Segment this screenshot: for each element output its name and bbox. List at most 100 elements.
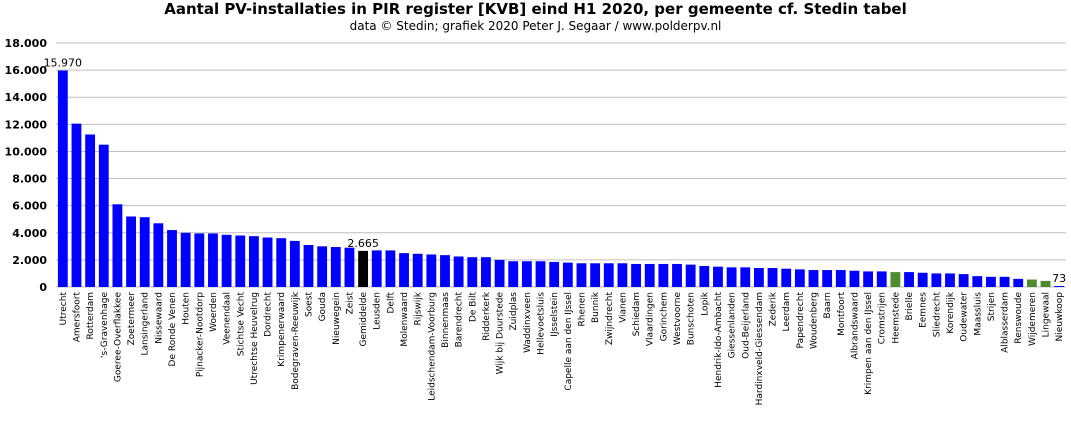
data-labels: 15.970 2.665 73 (44, 57, 1067, 285)
bar (330, 247, 341, 287)
bar (385, 250, 396, 287)
bar (876, 271, 887, 287)
y-tick-label: 12.000 (5, 118, 48, 131)
x-tick-label: Zuidplas (509, 292, 519, 331)
x-tick-label: Gouda (318, 292, 328, 321)
x-tick-label: Binnenmaas (441, 292, 451, 348)
x-tick-label: Dordrecht (264, 292, 274, 337)
bar (71, 123, 82, 288)
x-tick-label: Korendijk (946, 291, 956, 333)
bar (371, 250, 382, 287)
bar (972, 276, 983, 287)
y-tick-label: 10.000 (5, 145, 48, 158)
x-tick-label: Hellevoetsluis (537, 292, 547, 355)
bar (139, 217, 150, 287)
bar (699, 265, 710, 287)
bar (1026, 279, 1037, 287)
x-tick-label: Eemnes (919, 292, 929, 328)
bar (412, 253, 423, 287)
x-tick-label: Krimpenerwaard (277, 292, 287, 367)
bar (289, 240, 300, 287)
bar (535, 261, 546, 287)
bar (221, 234, 232, 287)
x-tick-label: Vlaardingen (646, 292, 656, 346)
data-label: 2.665 (347, 237, 379, 250)
x-tick-label: Alblasserdam (1001, 292, 1011, 353)
bar (262, 237, 273, 287)
y-tick-label: 2.000 (12, 254, 47, 267)
bar (453, 256, 464, 287)
bar (958, 274, 969, 287)
bar (794, 269, 805, 287)
bar (658, 263, 669, 287)
bar (112, 204, 123, 287)
x-tick-label: Zeist (345, 292, 355, 315)
x-tick-label: Westvoorne (673, 292, 683, 346)
x-tick-label: Wijdemeren (1028, 292, 1038, 346)
bar (208, 233, 218, 287)
bar (440, 255, 450, 287)
bar (344, 247, 355, 287)
x-tick-label: Leidschendam-Voorburg (427, 292, 437, 401)
bar (685, 264, 696, 287)
y-axis-ticks: 0 2.000 4.000 6.000 8.000 10.000 12.000 14.000 1… (5, 37, 48, 294)
x-tick-label: Oud-Beijerland (741, 292, 751, 359)
x-tick-label: Leusden (373, 292, 383, 330)
y-tick-label: 16.000 (5, 64, 48, 77)
bar (890, 272, 901, 287)
x-tick-label: Delft (386, 292, 396, 314)
x-axis-ticks: Utrecht Amersfoort Rotterdam's-Gravenhage G… (59, 291, 1065, 405)
x-tick-label: Rhenen (577, 292, 587, 326)
x-tick-label: Pijnacker-Nootdorp (195, 292, 205, 377)
chart-title: Aantal PV-installaties in PIR register [… (164, 0, 907, 18)
x-tick-label: Lansingerland (141, 292, 151, 356)
x-tick-label: Maassluis (973, 292, 983, 336)
y-tick-label: 6.000 (12, 200, 47, 213)
x-tick-label: Ridderkerk (482, 291, 492, 341)
x-tick-label: Sliedrecht (932, 292, 942, 338)
x-tick-label: Molenwaard (400, 292, 410, 347)
x-tick-label: Heemstede (891, 292, 901, 344)
x-tick-label: Lopik (700, 291, 710, 316)
data-label: 73 (1052, 272, 1066, 285)
x-tick-label: Gorinchem (659, 292, 669, 341)
x-tick-label: Wijk bij Duurstede (496, 292, 506, 375)
bar (1040, 280, 1051, 287)
x-tick-label: Nieuwkoop (1055, 292, 1065, 342)
y-tick-label: 14.000 (5, 91, 48, 104)
x-tick-label: Cromstrijen (878, 292, 888, 344)
x-tick-label: Brielle (905, 292, 915, 321)
y-tick-label: 0 (39, 281, 47, 294)
data-label: 15.970 (44, 57, 83, 70)
bar (740, 267, 751, 287)
x-tick-label: Nissewaard (154, 292, 164, 344)
bar (986, 276, 996, 287)
bar (194, 233, 205, 287)
x-tick-label: Goeree-Overflakkee (113, 292, 123, 383)
x-tick-label: Veenendaal (223, 292, 233, 345)
bar (399, 253, 409, 287)
bar (631, 263, 641, 287)
x-tick-label: Renswoude (1014, 292, 1024, 344)
bar (835, 270, 846, 287)
bar (753, 268, 764, 287)
x-tick-label: Leerdam (782, 292, 792, 331)
bar (904, 272, 914, 287)
x-tick-label: Krimpen aan den IJssel (864, 292, 874, 395)
x-tick-label: Vianen (618, 292, 628, 323)
bar (945, 273, 955, 287)
bar (863, 271, 874, 287)
bar (57, 70, 68, 287)
bar (521, 261, 532, 287)
bar (849, 270, 860, 287)
bar (85, 134, 96, 287)
x-tick-label: Zwijndrecht (605, 292, 615, 346)
x-tick-label: Stichtse Vecht (236, 292, 246, 357)
x-tick-label: Utrecht (59, 292, 69, 326)
bar (153, 223, 164, 287)
x-tick-label: Montfoort (837, 292, 847, 336)
x-tick-label: Houten (182, 292, 192, 325)
bar (549, 261, 560, 287)
bar (644, 263, 655, 287)
